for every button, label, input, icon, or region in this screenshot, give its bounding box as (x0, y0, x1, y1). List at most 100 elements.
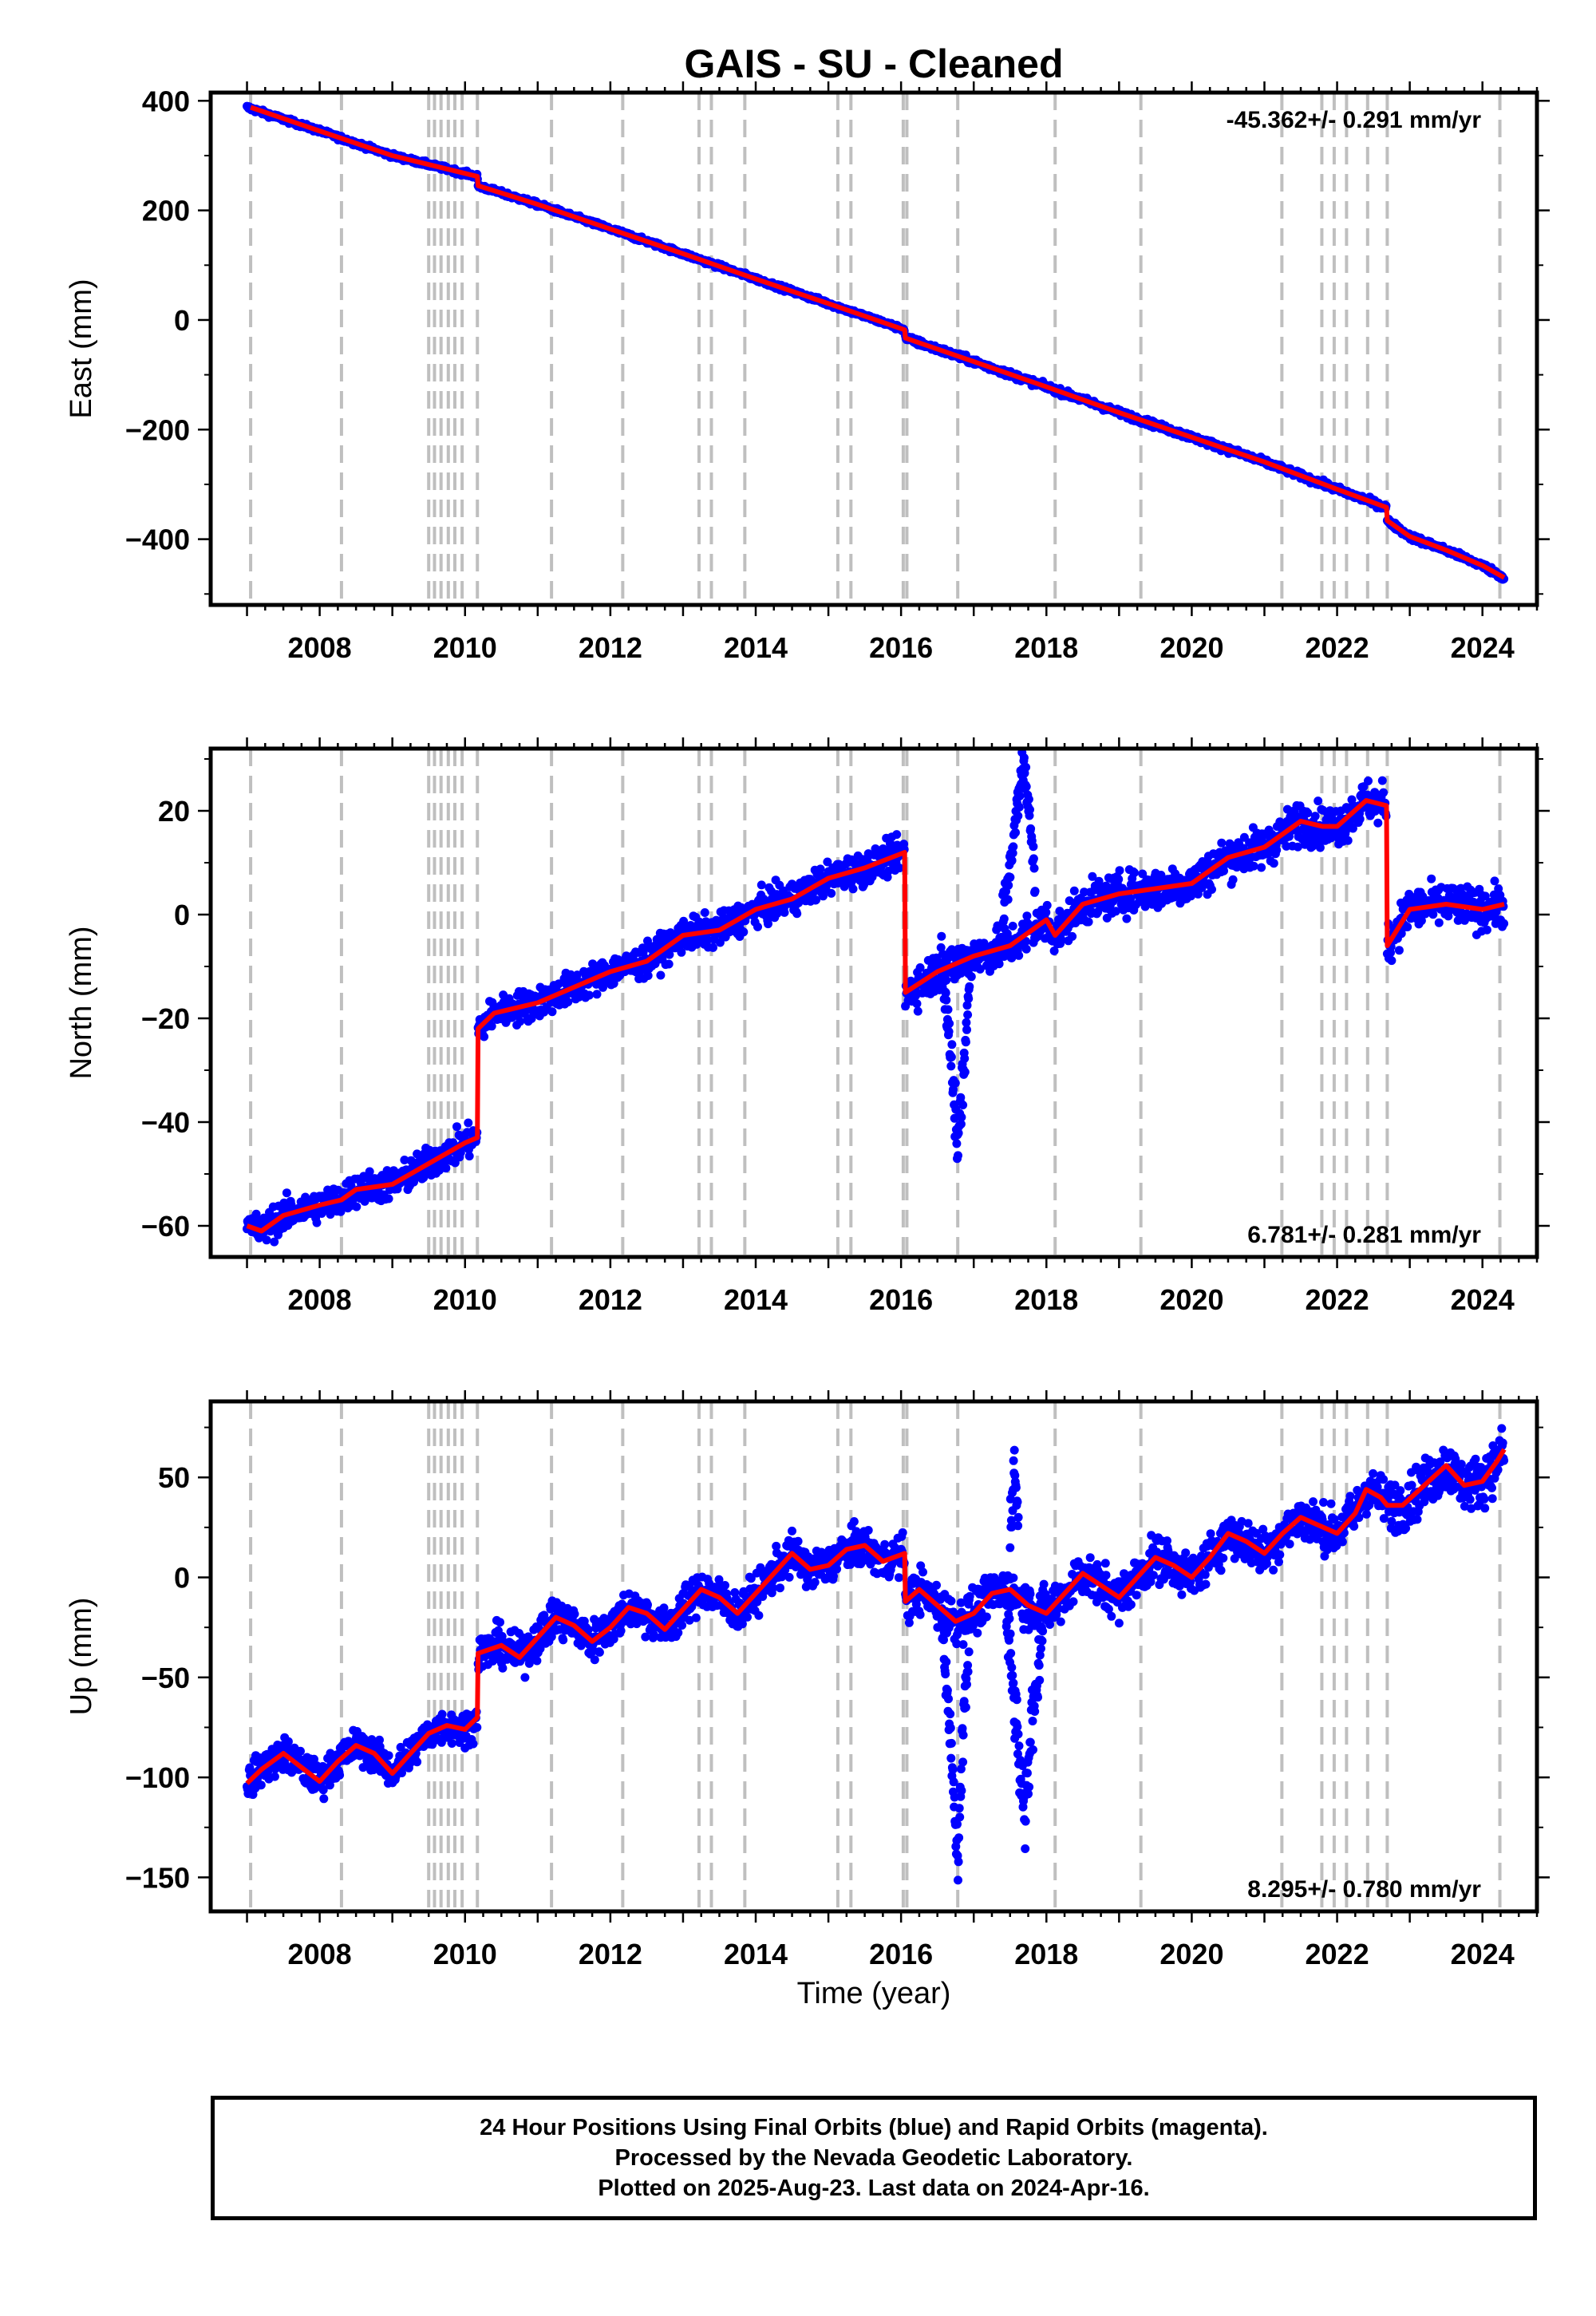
east-y-ticks (198, 100, 1550, 595)
data-point (827, 888, 836, 898)
data-point (1403, 923, 1412, 931)
data-point (952, 1139, 962, 1148)
data-point (956, 1093, 966, 1102)
x-tick-label: 2024 (1451, 631, 1515, 664)
data-point (892, 830, 902, 840)
data-point (848, 884, 858, 894)
data-point (270, 1237, 279, 1247)
data-point (963, 1010, 973, 1019)
data-point (282, 1188, 291, 1198)
data-point (1207, 885, 1216, 894)
data-point (1008, 921, 1017, 931)
data-point (638, 947, 648, 957)
data-point (677, 947, 686, 957)
data-point (942, 995, 951, 1005)
data-point (352, 1202, 361, 1211)
data-point (452, 1122, 461, 1132)
data-point (592, 990, 602, 999)
data-point (1482, 925, 1491, 935)
data-point (1387, 956, 1396, 966)
x-tick-label: 2020 (1159, 631, 1223, 664)
data-point (709, 943, 717, 952)
data-point (665, 950, 674, 959)
data-point (1068, 931, 1077, 941)
y-tick-label: 0 (174, 304, 190, 337)
data-point (326, 1210, 335, 1219)
data-point (679, 916, 689, 926)
data-point (1069, 886, 1079, 895)
data-point (975, 964, 985, 974)
y-tick-label: −400 (125, 524, 190, 556)
data-point (1026, 824, 1036, 833)
data-point (1348, 824, 1357, 833)
data-point (1228, 875, 1238, 884)
data-point (753, 922, 762, 931)
figure-title: GAIS - SU - Cleaned (684, 41, 1063, 86)
data-point (336, 1207, 346, 1216)
data-point (1315, 843, 1325, 852)
data-point (1156, 871, 1166, 879)
data-point (913, 1006, 922, 1016)
data-point (1377, 776, 1387, 785)
data-point (1021, 937, 1031, 946)
data-point (1003, 895, 1013, 904)
data-point (757, 880, 766, 890)
data-point (1024, 795, 1033, 804)
data-point (1490, 876, 1499, 886)
data-point (1057, 935, 1066, 944)
data-point (957, 1113, 966, 1122)
data-point (960, 1053, 970, 1063)
data-point (1009, 842, 1018, 852)
data-point (1019, 753, 1029, 762)
east-model-line (250, 105, 1506, 580)
data-point (251, 1209, 261, 1219)
data-point (1115, 866, 1124, 875)
data-point (764, 919, 772, 929)
data-point (563, 998, 573, 1006)
data-point (1108, 896, 1118, 906)
data-point (464, 1152, 474, 1161)
data-point (823, 857, 832, 867)
x-tick-label: 2018 (1014, 631, 1078, 664)
data-point (962, 1025, 971, 1034)
data-point (1257, 863, 1266, 872)
data-point (962, 1001, 972, 1010)
data-point (1434, 918, 1444, 927)
data-point (1088, 871, 1097, 881)
data-point (1373, 818, 1383, 828)
data-point (1025, 805, 1034, 814)
data-point (1303, 808, 1313, 818)
east-y-axis-label: East (mm) (65, 279, 98, 418)
data-point (1004, 880, 1013, 890)
data-point (941, 988, 950, 998)
data-point (937, 931, 946, 941)
data-point (1130, 868, 1139, 877)
data-point (961, 1037, 970, 1047)
east-event-lines (249, 93, 1502, 605)
data-point (1269, 859, 1278, 868)
data-point (812, 895, 821, 905)
data-point (1217, 838, 1227, 848)
x-tick-label: 2014 (724, 631, 788, 664)
data-point (792, 909, 802, 919)
data-point (441, 1164, 451, 1173)
data-point (572, 970, 582, 980)
data-point (962, 1018, 971, 1027)
data-point (1111, 907, 1120, 916)
east-data-points (243, 101, 1509, 584)
data-point (1343, 836, 1353, 845)
data-point (1314, 796, 1323, 806)
north-panel: 2008 2010 2012 2014 2016 2018 2020 2022 2024−60−… (65, 737, 1550, 1316)
data-point (965, 982, 974, 991)
data-point (1396, 929, 1406, 939)
data-point (1293, 842, 1302, 852)
data-point (944, 1027, 954, 1037)
data-point (262, 1235, 271, 1245)
data-point (999, 914, 1009, 923)
data-point (943, 1005, 953, 1014)
data-point (940, 972, 950, 982)
data-point (1480, 891, 1490, 901)
data-point (883, 866, 893, 875)
data-point (1011, 828, 1020, 837)
data-point (1007, 953, 1017, 962)
